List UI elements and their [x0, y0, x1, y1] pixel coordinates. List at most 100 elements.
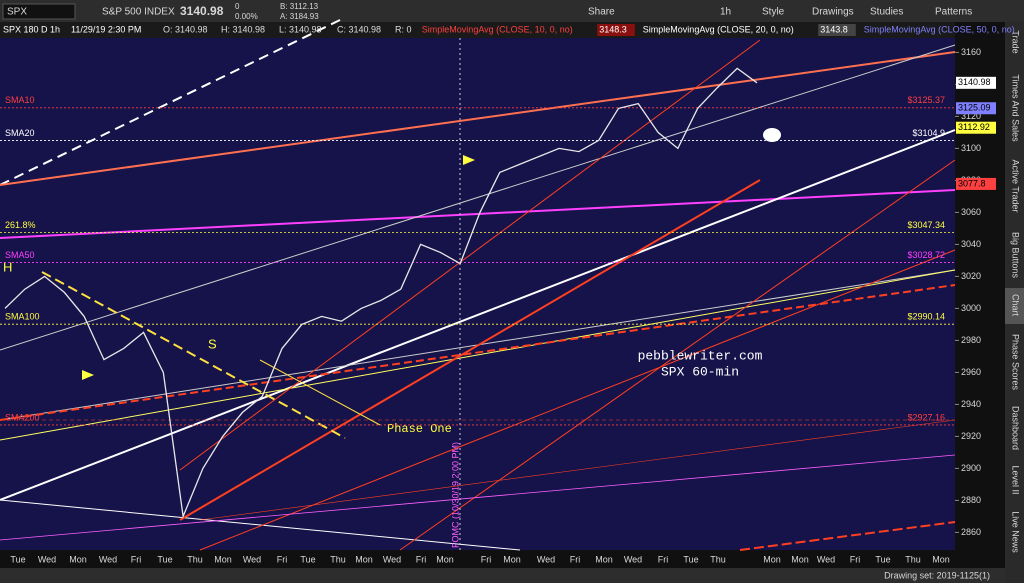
x-tick-label: Tue: [10, 554, 25, 564]
sidebar-tab[interactable]: Chart: [1011, 294, 1021, 317]
level-name: 261.8%: [5, 220, 36, 230]
x-tick-label: Fri: [277, 554, 288, 564]
header-text: H: 3140.98: [221, 24, 265, 34]
header-text: SPX 180 D 1h: [3, 24, 60, 34]
x-tick-label: Wed: [624, 554, 642, 564]
price-tag-label: 3112.92: [958, 122, 990, 132]
x-tick-label: Fri: [850, 554, 861, 564]
header-text: 3148.3: [599, 24, 627, 34]
price-tag-label: 3077.8: [958, 178, 986, 188]
change: 0: [235, 2, 240, 11]
x-tick-label: Mon: [932, 554, 950, 564]
price-tag: [956, 121, 996, 134]
level-name: SMA20: [5, 128, 35, 138]
annotation-s: S: [208, 336, 217, 351]
plot-area: [0, 38, 955, 550]
y-tick-label: 3060: [961, 207, 981, 217]
sidebar-active: [1005, 288, 1024, 324]
x-tick-label: Mon: [214, 554, 232, 564]
sidebar-tab[interactable]: Active Trader: [1011, 159, 1021, 212]
x-tick-label: Fri: [131, 554, 142, 564]
price-tag: [956, 102, 996, 115]
toolbar-button[interactable]: Drawings: [812, 7, 854, 18]
fomc-label: FOMC (10/30/19 2:00 PM): [450, 442, 460, 548]
level-name: SMA50: [5, 250, 35, 260]
level-label: $3028.72: [907, 250, 945, 260]
level-label: $2927.16: [907, 412, 945, 422]
sidebar-tab[interactable]: Live News: [1011, 511, 1021, 553]
y-tick-label: 3100: [961, 143, 981, 153]
sidebar-tab[interactable]: Big Buttons: [1011, 232, 1021, 279]
toolbar-button[interactable]: Share: [588, 7, 615, 18]
x-tick-label: Fri: [416, 554, 427, 564]
sidebar-tab[interactable]: Times And Sales: [1011, 74, 1021, 142]
trend-lines: [0, 19, 956, 551]
level-label: $3125.37: [907, 95, 945, 105]
x-tick-label: Mon: [503, 554, 521, 564]
x-tick-label: Wed: [537, 554, 555, 564]
x-tick-label: Fri: [481, 554, 492, 564]
x-tick-label: Thu: [187, 554, 203, 564]
annotation-phase: Phase One: [387, 422, 452, 436]
level-name: SMA10: [5, 95, 35, 105]
toolbar-button[interactable]: 1h: [720, 7, 731, 18]
level-name: SMA200: [5, 412, 40, 422]
y-tick-label: 2960: [961, 367, 981, 377]
x-tick-label: Wed: [243, 554, 261, 564]
sidebar-tab[interactable]: Trade: [1011, 30, 1021, 53]
sidebar-tab[interactable]: Phase Scores: [1011, 334, 1021, 391]
x-tick-label: Wed: [38, 554, 56, 564]
x-tick-label: Thu: [905, 554, 921, 564]
bid: B: 3112.13: [280, 2, 319, 11]
x-tick-label: Mon: [69, 554, 87, 564]
x-tick-label: Wed: [99, 554, 117, 564]
header-text: L: 3140.98: [279, 24, 322, 34]
symbol: SPX: [7, 7, 27, 18]
x-tick-label: Tue: [683, 554, 698, 564]
annotation-h: H: [3, 259, 12, 274]
x-tick-label: Thu: [330, 554, 346, 564]
price-tag: [956, 76, 996, 89]
y-tick-label: 3020: [961, 271, 981, 281]
frame: SPX 60-min: [661, 364, 739, 379]
y-tick-label: 3120: [961, 111, 981, 121]
x-tick-label: Thu: [710, 554, 726, 564]
symbol-box[interactable]: [2, 3, 76, 20]
level-label: $3104.9: [912, 128, 945, 138]
level-label: $2990.14: [907, 312, 945, 322]
sidebar-tab[interactable]: Dashboard: [1011, 406, 1021, 450]
header-text: SimpleMovingAvg (CLOSE, 50, 0, no): [864, 24, 1015, 34]
description: S&P 500 INDEX: [102, 7, 175, 18]
study-bar: [0, 22, 955, 38]
header-text: R: 0: [395, 24, 412, 34]
y-tick-label: 2920: [961, 431, 981, 441]
toolbar-button[interactable]: Patterns: [935, 7, 972, 18]
price-line: [4, 67, 758, 519]
y-tick-label: 2860: [961, 527, 981, 537]
x-tick-label: Tue: [875, 554, 890, 564]
x-tick-label: Wed: [383, 554, 401, 564]
header-text: SimpleMovingAvg (CLOSE, 10, 0, no): [422, 24, 573, 34]
site: pebblewriter.com: [638, 348, 763, 363]
x-tick-label: Wed: [817, 554, 835, 564]
last-price: 3140.98: [180, 4, 224, 18]
study-value-box: [597, 24, 635, 36]
y-tick-label: 2880: [961, 495, 981, 505]
x-tick-label: Tue: [157, 554, 172, 564]
sidebar-tab[interactable]: Level II: [1011, 465, 1021, 494]
toolbar: [0, 0, 1024, 22]
header-text: C: 3140.98: [337, 24, 381, 34]
toolbar-button[interactable]: Studies: [870, 7, 903, 18]
drawing-set: Drawing set: 2019-1125(1): [884, 570, 990, 580]
level-name: SMA100: [5, 312, 40, 322]
x-tick-label: Mon: [436, 554, 454, 564]
level-label: $3047.34: [907, 220, 945, 230]
toolbar-button[interactable]: Style: [762, 7, 785, 18]
footer: [0, 568, 1005, 583]
change-pct: 0.00%: [235, 12, 258, 21]
header-text: 11/29/19 2:30 PM: [71, 24, 141, 34]
x-tick-label: Mon: [791, 554, 809, 564]
price-tag: [956, 177, 996, 190]
study-value-box: [818, 24, 856, 36]
